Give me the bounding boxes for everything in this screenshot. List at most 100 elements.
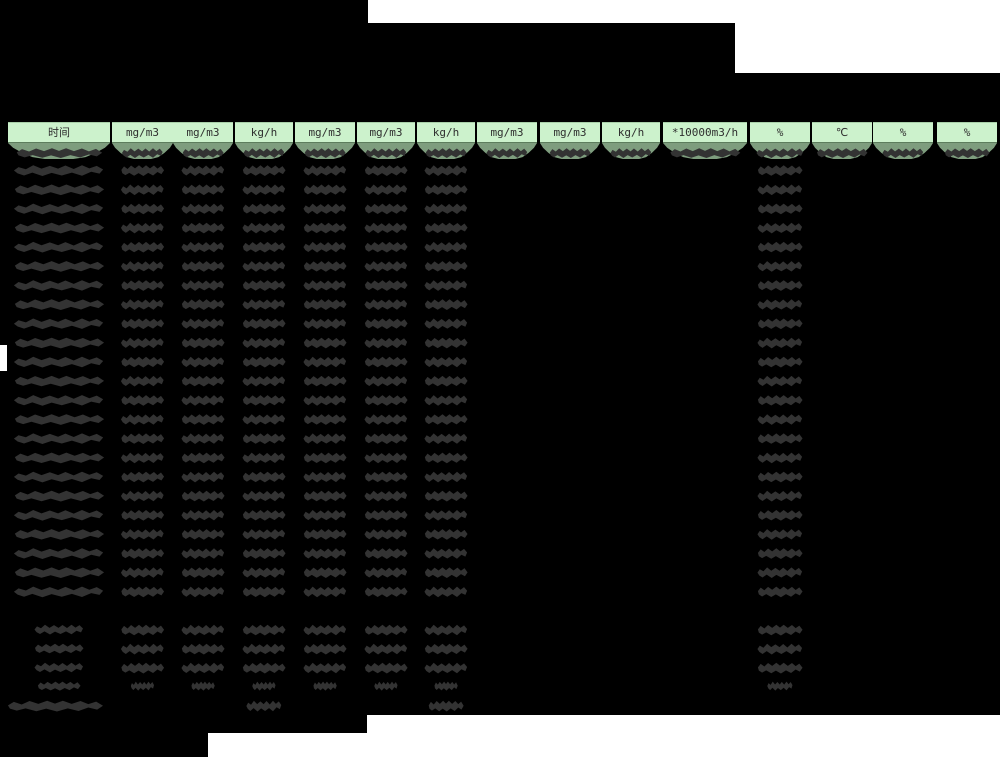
redacted-timestamp-blob [13,395,104,406]
redacted-value-blob [181,203,225,215]
redacted-timestamp-blob [13,509,104,521]
redacted-timestamp-blob [13,433,104,445]
redacted-value-blob [364,241,408,253]
redacted-value-blob [757,203,803,215]
redacted-value-blob [182,148,224,159]
redacted-value-blob [757,490,803,502]
redacted-value-blob [303,356,347,368]
redacted-value-blob [242,529,286,540]
redacted-value-blob [181,567,225,579]
redacted-value-blob [757,624,803,636]
redacted-value-blob [757,567,803,579]
header-cell-3: kg/h [235,122,293,143]
redacted-value-blob [303,280,347,291]
redacted-value-blob [757,318,803,330]
redacted-value-blob [242,165,286,176]
redacted-value-blob [364,529,408,540]
redacted-value-blob [242,241,286,253]
redacted-value-blob [757,471,803,483]
redacted-value-blob [817,148,868,159]
redacted-total-label-blob [7,700,104,712]
redacted-value-blob [757,586,803,598]
redacted-value-blob [364,490,408,502]
redacted-timestamp-blob [14,452,105,464]
redacted-value-blob [181,318,225,330]
redacted-value-blob [364,586,408,598]
redacted-value-blob [757,165,803,176]
redacted-timestamp-blob [14,222,105,234]
redacted-value-blob [120,643,164,655]
redacted-value-blob [364,395,408,406]
redacted-value-blob [120,375,164,387]
redacted-value-blob [120,529,164,540]
redacted-value-blob [120,337,164,349]
redacted-value-blob [181,356,225,368]
redacted-value-blob [181,280,225,291]
redacted-value-blob [242,318,286,330]
redacted-value-blob [424,241,468,253]
redacted-value-blob [303,395,347,406]
redacted-value-blob [424,624,468,636]
redacted-value-blob [757,184,803,196]
redacted-value-blob [303,586,347,598]
redacted-value-blob [303,261,347,272]
redacted-value-blob [121,433,165,445]
redacted-value-blob [181,548,225,559]
redacted-value-blob [120,222,164,234]
redacted-value-blob [424,548,468,559]
redacted-value-blob [364,452,408,464]
redacted-value-blob [242,509,286,521]
redacted-timestamp-blob [13,471,104,483]
redacted-value-blob [242,490,286,502]
redacted-value-blob [757,375,803,387]
redacted-value-blob [313,681,337,691]
redacted-value-blob [121,624,165,636]
redacted-value-blob [121,148,163,159]
redacted-value-blob [364,643,408,655]
redacted-value-blob [364,567,408,579]
redacted-value-blob [121,509,165,521]
redacted-value-blob [121,548,165,559]
redacted-value-blob [767,681,793,691]
redacted-timestamp-blob [13,241,104,253]
header-cell-1: mg/m3 [112,122,173,143]
redacted-value-blob [121,395,165,406]
redacted-value-blob [242,356,286,368]
redacted-value-blob [364,261,408,272]
redacted-footer-block-left [0,733,208,757]
redacted-value-blob [121,586,165,598]
redacted-value-blob [181,509,225,521]
redacted-value-blob [242,586,286,598]
redacted-value-blob [424,452,468,464]
redacted-value-blob [424,318,468,330]
redacted-value-blob [120,414,164,425]
redacted-value-blob [303,203,347,215]
header-cell-0: 时间 [8,122,110,143]
redacted-timestamp-blob [14,337,105,349]
redacted-value-blob [364,203,408,215]
redacted-timestamp-blob [14,375,105,387]
header-cell-12: ℃ [812,122,872,143]
redacted-value-blob [424,280,468,291]
redacted-value-blob [303,662,347,674]
redacted-value-blob [181,452,225,464]
redacted-value-blob [303,509,347,521]
header-cell-8: mg/m3 [540,122,600,143]
redacted-value-blob [191,681,215,691]
redacted-value-blob [303,414,347,425]
redacted-value-blob [181,414,225,425]
redacted-value-blob [365,148,407,159]
redacted-value-blob [434,681,458,691]
redacted-value-blob [242,414,286,425]
redacted-value-blob [425,148,467,159]
redacted-value-blob [121,280,165,291]
redacted-summary-label-blob [35,643,84,654]
redacted-value-blob [364,356,408,368]
header-cell-9: kg/h [602,122,660,143]
redacted-value-blob [120,452,164,464]
redacted-value-blob [181,222,225,234]
redacted-value-blob [242,261,286,272]
redacted-value-blob [303,643,347,655]
